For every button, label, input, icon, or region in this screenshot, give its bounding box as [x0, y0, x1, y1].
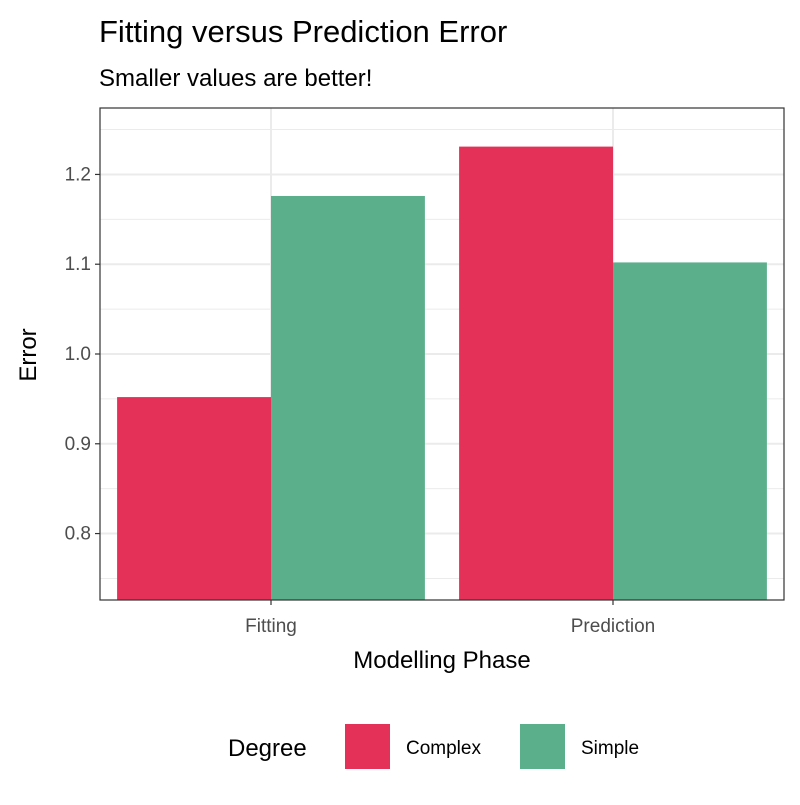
legend-title: Degree [228, 735, 307, 762]
chart-title: Fitting versus Prediction Error [99, 14, 507, 49]
y-axis-title: Error [15, 328, 42, 381]
chart-subtitle: Smaller values are better! [99, 65, 372, 92]
x-axis-title: Modelling Phase [353, 647, 530, 674]
legend-key-simple [520, 724, 565, 769]
x-axis: Fitting Prediction [245, 600, 655, 637]
legend: Degree Complex Simple [228, 724, 639, 769]
y-tick-label: 1.0 [65, 344, 91, 365]
bar-complex-fitting [117, 397, 271, 600]
x-tick-label: Prediction [571, 616, 656, 637]
bars [117, 146, 767, 600]
legend-label-complex: Complex [406, 738, 481, 759]
y-tick-label: 0.9 [65, 434, 91, 455]
bar-complex-prediction [459, 146, 613, 600]
legend-items: Complex Simple [345, 724, 639, 769]
legend-key-complex [345, 724, 390, 769]
bar-simple-fitting [271, 195, 425, 600]
legend-label-simple: Simple [581, 738, 639, 759]
y-tick-label: 1.2 [65, 164, 91, 185]
y-tick-label: 1.1 [65, 254, 91, 275]
y-tick-label: 0.8 [65, 524, 91, 545]
x-tick-label: Fitting [245, 616, 297, 637]
y-axis: 0.8 0.9 1.0 1.1 1.2 [65, 164, 100, 545]
bar-simple-prediction [613, 262, 767, 600]
